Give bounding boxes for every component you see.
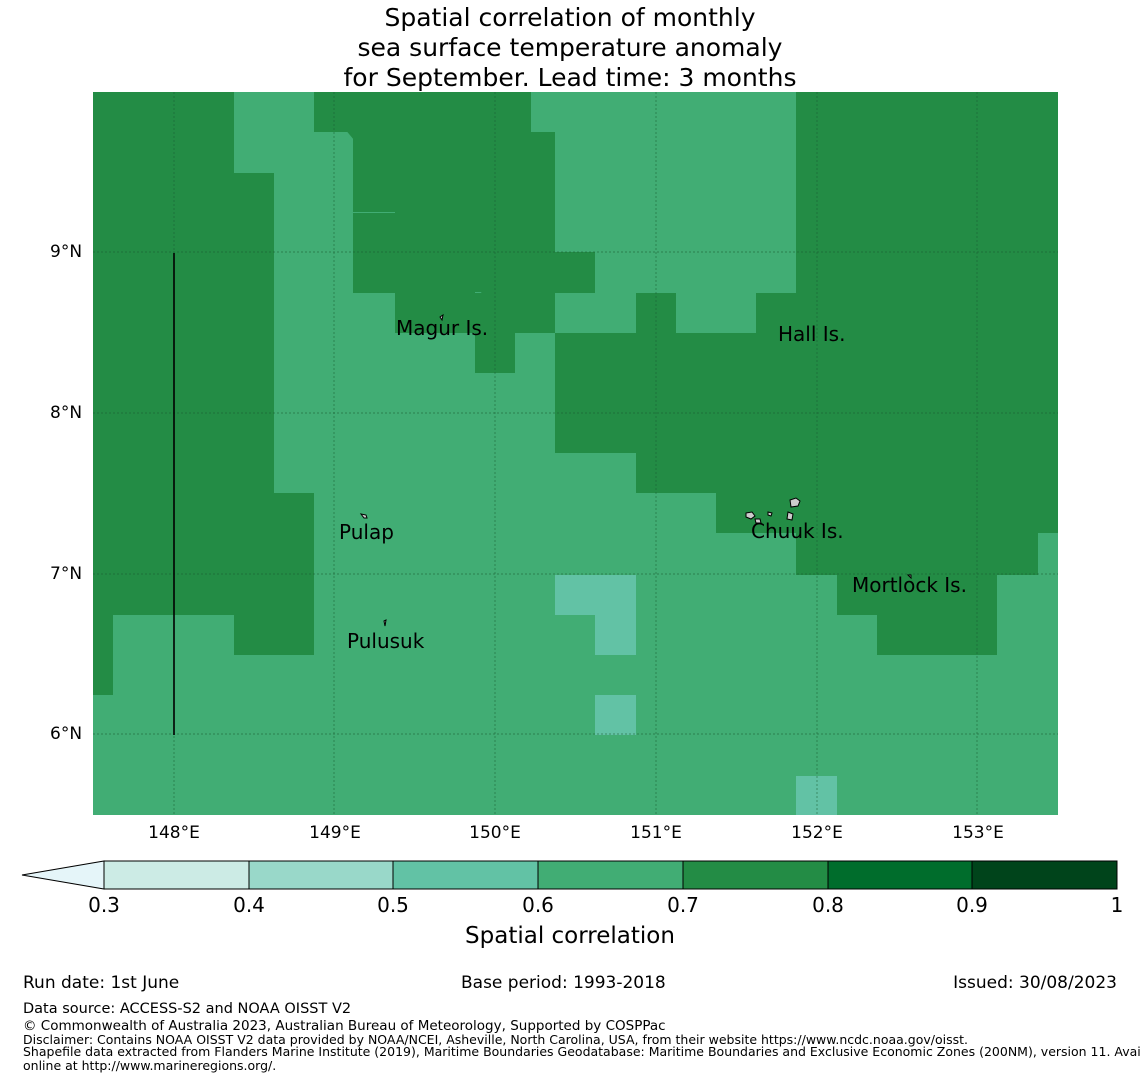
colorbar-tick-0.7: 0.7 (667, 893, 699, 917)
lat-label-7n: 7°N (50, 564, 83, 584)
place-label-pulusuk: Pulusuk (347, 629, 425, 653)
colorbar-tick-0.5: 0.5 (377, 893, 409, 917)
place-label-magur: Magur Is. (396, 316, 488, 340)
colorbar-tick-0.4: 0.4 (233, 893, 265, 917)
magur-island-shape (439, 313, 444, 322)
mortlock-island-shape (906, 574, 912, 580)
run-date: Run date: 1st June (23, 973, 180, 993)
lon-label-153e: 153°E (952, 823, 1004, 843)
lon-label-151e: 151°E (630, 823, 682, 843)
lon-label-150e: 150°E (469, 823, 521, 843)
colorbar-bin-0.6 (538, 861, 683, 889)
base-period: Base period: 1993-2018 (461, 973, 666, 993)
cells-0.7-0.8 (93, 92, 1058, 695)
lon-label-148e: 148°E (148, 823, 200, 843)
title-line-3: for September. Lead time: 3 months (343, 63, 797, 92)
colorbar-bin-0.4 (249, 861, 393, 889)
chuuk-island-shape (754, 518, 762, 524)
cells-0.5-0.6 (555, 575, 837, 815)
lat-label-8n: 8°N (50, 403, 83, 423)
lat-label-6n: 6°N (50, 724, 83, 744)
chuuk-island-shape (745, 511, 756, 520)
chuuk-island-shape (789, 497, 801, 508)
colorbar-tick-0.9: 0.9 (956, 893, 988, 917)
disclaimer: Disclaimer: Contains NOAA OISST V2 data … (23, 1032, 968, 1047)
data-source: Data source: ACCESS-S2 and NOAA OISST V2 (23, 1001, 352, 1017)
colorbar-bin-0.8 (828, 861, 972, 889)
copyright-note: © Commonwealth of Australia 2023, Austra… (23, 1018, 666, 1034)
pulusuk-island-shape (383, 619, 387, 627)
colorbar-label: Spatial correlation (465, 923, 675, 949)
lat-label-9n: 9°N (50, 242, 83, 262)
place-labels: Magur Is. Hall Is. Pulap Chuuk Is. Mortl… (339, 316, 967, 653)
title-line-1: Spatial correlation of monthly (384, 3, 756, 32)
colorbar-extend-arrow (21, 860, 105, 890)
shapefile-credit-1: Shapefile data extracted from Flanders M… (23, 1044, 1140, 1059)
colorbar (21, 860, 1118, 890)
lon-label-149e: 149°E (309, 823, 361, 843)
colorbar-tick-0.8: 0.8 (812, 893, 844, 917)
colorbar-bin-0.5 (393, 861, 538, 889)
colorbar-tick-0.3: 0.3 (88, 893, 120, 917)
title-line-2: sea surface temperature anomaly (357, 33, 783, 62)
chart-title: Spatial correlation of monthly sea surfa… (0, 3, 1140, 93)
colorbar-bin-0.9 (972, 861, 1117, 889)
colorbar-bin-0.7 (683, 861, 828, 889)
shapefile-credit-2: online at http://www.marineregions.org/. (23, 1058, 277, 1073)
colorbar-bin-0.3 (104, 861, 249, 889)
place-label-hall: Hall Is. (778, 322, 845, 346)
colorbar-tick-0.6: 0.6 (522, 893, 554, 917)
issued-date: Issued: 30/08/2023 (953, 973, 1117, 993)
place-label-pulap: Pulap (339, 520, 394, 544)
pulap-island-shape (359, 513, 368, 519)
correlation-map: Magur Is. Hall Is. Pulap Chuuk Is. Mortl… (93, 92, 1058, 815)
colorbar-tick-1: 1 (1110, 893, 1124, 917)
place-label-mortlock: Mortlock Is. (852, 573, 967, 597)
lon-label-152e: 152°E (791, 823, 843, 843)
chuuk-island-shape (786, 511, 794, 521)
island-outlines (359, 313, 912, 627)
place-label-chuuk: Chuuk Is. (751, 519, 844, 543)
chuuk-island-shape (767, 511, 773, 517)
